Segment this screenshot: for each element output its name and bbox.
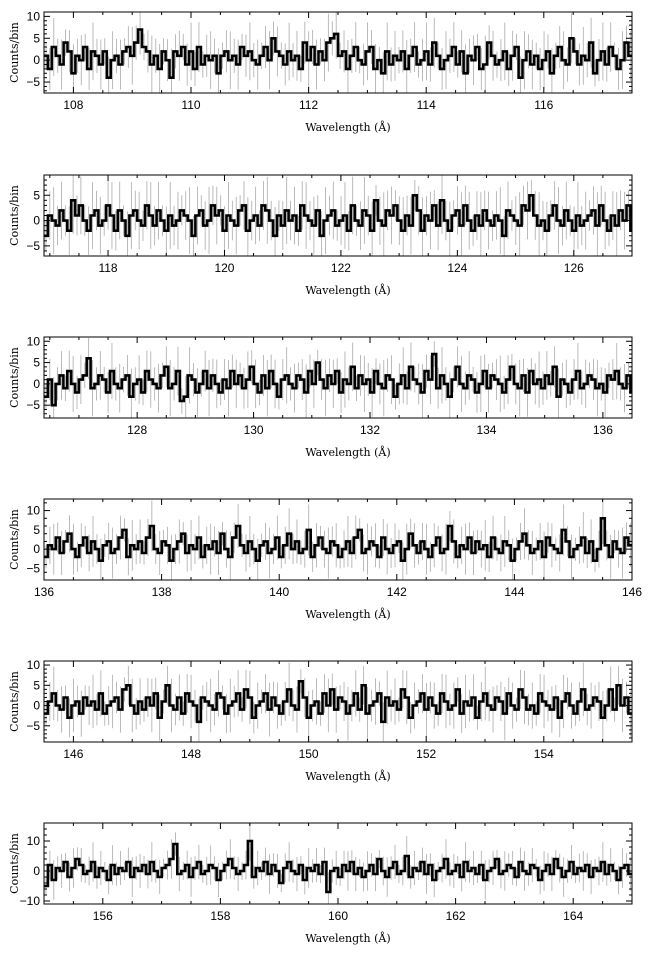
x-tick-label: 132 <box>360 423 380 437</box>
spectrum-series <box>44 517 632 562</box>
x-tick-label: 130 <box>244 423 264 437</box>
x-tick-label: 138 <box>152 585 172 599</box>
y-tick-label: 0 <box>33 699 40 713</box>
spectrum-series <box>44 352 632 407</box>
y-tick-label: 10 <box>27 9 41 23</box>
x-tick-label: 146 <box>622 585 642 599</box>
x-tick-label: 136 <box>34 585 54 599</box>
x-tick-label: 142 <box>387 585 407 599</box>
panel-3: 128 130 132 134 136 −5 0 5 10 Wavelength (Å) Count… <box>8 334 633 459</box>
y-tick-label: −5 <box>26 398 40 412</box>
x-axis-label: Wavelength (Å) <box>305 445 390 459</box>
plot-frame <box>43 336 633 419</box>
x-tick-label: 164 <box>563 909 583 923</box>
spectrum-series <box>44 194 632 238</box>
y-tick-label: 5 <box>33 356 40 370</box>
y-tick-label: 10 <box>27 658 41 672</box>
y-axis-label: Counts/bin <box>8 185 21 246</box>
x-tick-label: 152 <box>416 747 436 761</box>
spectrum-series <box>44 680 632 724</box>
x-tick-label: 108 <box>63 98 83 112</box>
y-tick-label: 0 <box>33 864 40 878</box>
y-tick-label: −10 <box>20 894 41 908</box>
x-axis-label: Wavelength (Å) <box>305 931 390 945</box>
spectrum-series <box>44 28 632 79</box>
x-tick-label: 158 <box>210 909 230 923</box>
x-axis-label: Wavelength (Å) <box>305 607 390 621</box>
x-tick-label: 134 <box>476 423 496 437</box>
x-tick-label: 146 <box>63 747 83 761</box>
x-tick-label: 112 <box>299 98 318 112</box>
y-tick-label: −5 <box>26 239 40 253</box>
x-tick-label: 148 <box>181 747 201 761</box>
x-tick-label: 118 <box>98 261 117 275</box>
x-axis-label: Wavelength (Å) <box>305 283 390 297</box>
x-tick-label: 156 <box>93 909 113 923</box>
panel-5: 146 148 150 152 154 −5 0 5 10 Wavelength (Å) Count… <box>8 658 633 783</box>
y-axis-label: Counts/bin <box>8 833 21 894</box>
panel-1: 108 110 112 114 116 −5 0 5 10 Wavelength (Å) Count… <box>8 9 633 134</box>
y-axis-label: Counts/bin <box>8 509 21 570</box>
y-tick-label: −5 <box>26 719 40 733</box>
panel-2: 118 120 122 124 126 −5 0 5 Wavelength (Å) Counts/… <box>8 174 633 297</box>
x-tick-label: 110 <box>181 98 200 112</box>
panel-4: 136 138 140 142 144 146 −5 0 5 10 Wavelength (Å) Co… <box>8 498 642 621</box>
y-axis-label: Counts/bin <box>8 347 21 408</box>
x-axis-label: Wavelength (Å) <box>305 769 390 783</box>
x-tick-label: 124 <box>447 261 467 275</box>
y-axis-label: Counts/bin <box>8 671 21 732</box>
x-tick-label: 126 <box>564 261 584 275</box>
x-axis-label: Wavelength (Å) <box>305 120 390 134</box>
x-tick-label: 140 <box>269 585 289 599</box>
y-tick-label: −5 <box>26 75 40 89</box>
y-tick-label: 10 <box>27 834 41 848</box>
x-tick-label: 162 <box>446 909 466 923</box>
x-tick-label: 116 <box>534 98 553 112</box>
y-tick-label: 0 <box>33 53 40 67</box>
y-tick-label: 5 <box>33 188 40 202</box>
x-tick-label: 150 <box>299 747 319 761</box>
y-tick-label: −5 <box>26 561 40 575</box>
x-tick-label: 120 <box>214 261 234 275</box>
x-tick-label: 122 <box>331 261 351 275</box>
x-tick-label: 160 <box>328 909 348 923</box>
panel-6: 156 158 160 162 164 −10 0 10 Wavelength (Å) Count… <box>8 822 633 945</box>
spectrum-series <box>44 839 632 894</box>
y-tick-label: 10 <box>27 504 41 518</box>
y-tick-label: 5 <box>33 31 40 45</box>
y-tick-label: 0 <box>33 214 40 228</box>
y-tick-label: 10 <box>27 334 41 348</box>
y-axis-label: Counts/bin <box>8 22 21 83</box>
x-tick-label: 154 <box>534 747 554 761</box>
x-tick-label: 128 <box>127 423 147 437</box>
x-tick-label: 114 <box>417 98 436 112</box>
y-tick-label: 0 <box>33 542 40 556</box>
y-tick-label: 0 <box>33 377 40 391</box>
x-tick-label: 136 <box>593 423 613 437</box>
x-tick-label: 144 <box>504 585 524 599</box>
y-tick-label: 5 <box>33 523 40 537</box>
y-tick-label: 5 <box>33 678 40 692</box>
